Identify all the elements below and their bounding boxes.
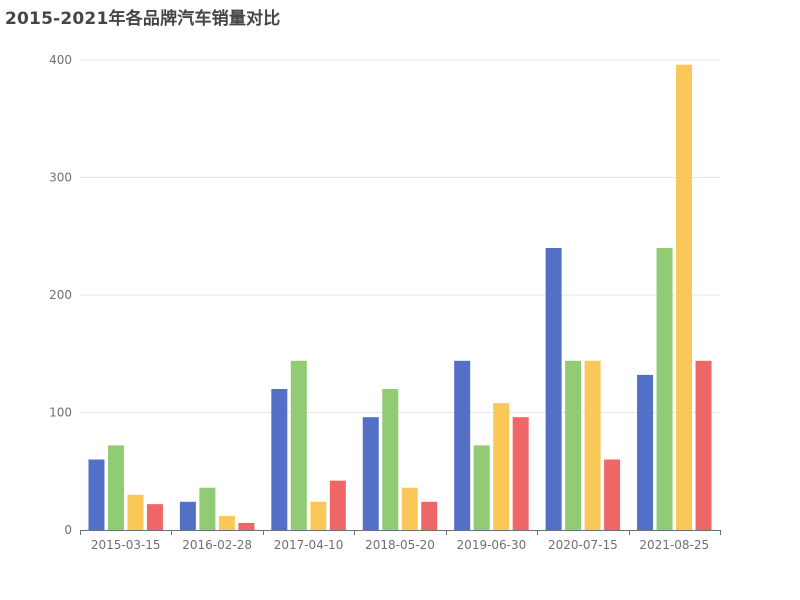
x-tick-label: 2017-04-10 xyxy=(274,538,344,552)
gridlines xyxy=(80,59,720,413)
y-tick-label: 400 xyxy=(49,53,72,67)
bar xyxy=(127,494,144,530)
bar xyxy=(637,374,654,530)
bar xyxy=(584,360,601,530)
bar xyxy=(512,417,529,530)
x-axis-labels: 2015-03-15 2016-02-28 2017-04-10 2018-05-20… xyxy=(91,538,709,552)
bar xyxy=(473,445,490,530)
bar xyxy=(656,248,673,530)
y-tick-label: 0 xyxy=(64,523,72,537)
bar xyxy=(362,417,379,530)
bar xyxy=(290,360,307,530)
bar xyxy=(454,360,471,530)
bar xyxy=(329,480,346,530)
chart-title: 2015-2021年各品牌汽车销量对比 xyxy=(5,9,281,29)
bar xyxy=(545,248,562,530)
bars xyxy=(88,64,712,530)
bar xyxy=(695,360,712,530)
axes xyxy=(80,530,721,535)
y-tick-label: 300 xyxy=(49,171,72,185)
x-tick-label: 2019-06-30 xyxy=(457,538,527,552)
x-tick-label: 2018-05-20 xyxy=(365,538,435,552)
bar xyxy=(310,501,327,530)
bar xyxy=(382,389,399,530)
y-tick-label: 100 xyxy=(49,406,72,420)
x-tick-label: 2015-03-15 xyxy=(91,538,161,552)
bar xyxy=(146,504,163,530)
bar xyxy=(271,389,288,530)
bar xyxy=(493,403,510,530)
bar xyxy=(88,459,105,530)
bar xyxy=(199,487,216,530)
bar xyxy=(421,501,438,530)
bar xyxy=(401,487,418,530)
bar xyxy=(565,360,582,530)
x-tick-label: 2020-07-15 xyxy=(548,538,618,552)
x-tick-label: 2021-08-25 xyxy=(639,538,709,552)
bar xyxy=(179,501,196,530)
y-tick-label: 200 xyxy=(49,288,72,302)
bar xyxy=(218,515,235,530)
bar xyxy=(238,522,255,530)
y-axis-labels: 0 100 200 300 400 xyxy=(49,53,72,537)
bar xyxy=(604,459,621,530)
bar xyxy=(107,445,124,530)
x-tick-label: 2016-02-28 xyxy=(182,538,252,552)
bar xyxy=(676,64,693,530)
